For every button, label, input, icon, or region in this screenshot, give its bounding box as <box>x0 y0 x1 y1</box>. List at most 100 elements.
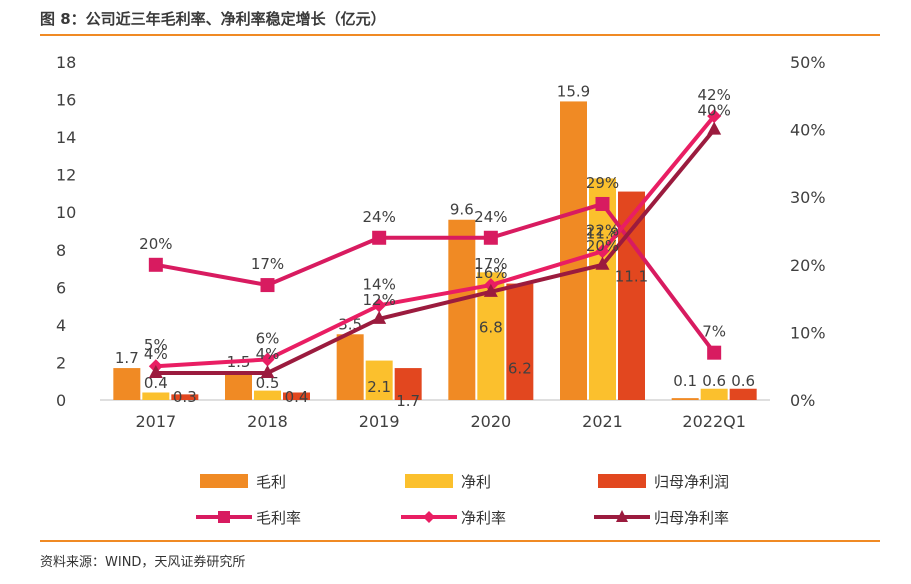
marker-diamond <box>260 352 275 367</box>
rate-label: 4% <box>144 345 168 363</box>
x-tick-label: 2021 <box>582 412 623 431</box>
legend-swatch-净利 <box>405 474 453 488</box>
bar-净利 <box>365 360 393 400</box>
bar-毛利 <box>113 368 141 400</box>
marker-square <box>260 278 275 293</box>
rate-label: 6% <box>256 329 280 347</box>
bar-归母净利润 <box>618 191 645 400</box>
bar-label: 0.6 <box>702 372 726 390</box>
marker-diamond <box>707 109 722 124</box>
bar-label: 2.1 <box>367 378 391 396</box>
bar-label: 15.9 <box>557 82 590 100</box>
y-tick-label: 6 <box>56 278 66 297</box>
line-归母净利率 <box>155 128 716 375</box>
rate-label: 24% <box>474 208 507 226</box>
bar-归母净利润 <box>729 388 757 400</box>
legend-swatch-归母净利润 <box>598 474 646 488</box>
top-divider <box>40 34 880 36</box>
y2-tick-label: 30% <box>790 188 826 207</box>
bar-毛利 <box>225 371 252 400</box>
marker-triangle <box>372 310 387 324</box>
marker-square <box>148 257 163 272</box>
rate-label: 20% <box>139 235 172 253</box>
legend-swatch-毛利 <box>200 474 248 488</box>
bar-label: 0.1 <box>673 372 697 390</box>
bar-label: 0.6 <box>731 372 755 390</box>
rate-label: 24% <box>362 208 395 226</box>
bar-净利 <box>589 178 616 400</box>
y-tick-label: 12 <box>56 166 76 185</box>
bar-label: 0.4 <box>285 388 309 406</box>
rate-label: 29% <box>586 174 619 192</box>
y-tick-label: 0 <box>56 391 66 410</box>
bar-归母净利润 <box>171 394 199 400</box>
marker-square <box>707 345 722 360</box>
source-note: 资料来源：WIND，天风证券研究所 <box>40 555 246 570</box>
bar-归母净利润 <box>506 283 534 400</box>
legend-label: 毛利率 <box>256 509 301 527</box>
bar-净利 <box>254 390 281 400</box>
bar-净利 <box>142 392 170 400</box>
legend-marker-triangle <box>616 510 628 522</box>
bar-label: 11.8 <box>586 224 619 242</box>
bar-毛利 <box>448 219 476 400</box>
chart-title: 图 8：公司近三年毛利率、净利率稳定增长（亿元） <box>40 10 386 28</box>
legend-label: 净利 <box>461 473 491 491</box>
bar-label: 6.8 <box>479 318 503 336</box>
y-tick-label: 14 <box>56 128 76 147</box>
bar-label: 0.5 <box>256 374 280 392</box>
legend-label: 归母净利润 <box>654 473 729 491</box>
marker-square <box>483 230 498 245</box>
marker-triangle <box>707 121 722 135</box>
y-tick-label: 8 <box>56 241 66 260</box>
marker-diamond <box>595 244 610 259</box>
legend-label: 净利率 <box>461 509 506 527</box>
bar-归母净利润 <box>394 368 422 400</box>
y2-tick-label: 40% <box>790 121 826 140</box>
y-tick-label: 4 <box>56 316 66 335</box>
bar-净利 <box>700 388 728 400</box>
bar-label: 0.4 <box>144 374 168 392</box>
y2-tick-label: 20% <box>790 256 826 275</box>
bar-label: 9.6 <box>450 201 474 219</box>
bar-label: 1.7 <box>396 392 420 410</box>
rate-label: 40% <box>697 102 730 120</box>
y2-tick-label: 50% <box>790 53 826 72</box>
legend-label: 归母净利率 <box>654 509 729 527</box>
legend-marker-diamond <box>423 511 435 523</box>
bar-label: 11.1 <box>615 268 648 286</box>
rate-label: 7% <box>702 323 726 341</box>
x-tick-label: 2022Q1 <box>682 412 746 431</box>
marker-square <box>372 230 387 245</box>
line-净利率 <box>155 114 716 369</box>
bar-毛利 <box>560 101 587 400</box>
marker-triangle <box>148 364 163 378</box>
y2-tick-label: 0% <box>790 391 815 410</box>
bar-label: 6.2 <box>508 360 532 378</box>
combo-chart: 0 2 4 6 8 10 12 14 16 18 0% 10% 20% 30% 40% 50% 2017 2018… <box>56 53 826 527</box>
x-tick-label: 2019 <box>359 412 400 431</box>
rate-label: 4% <box>256 345 280 363</box>
bar-label: 0.3 <box>173 388 197 406</box>
bar-毛利 <box>671 398 699 400</box>
rate-label: 14% <box>362 275 395 293</box>
y-tick-label: 10 <box>56 203 76 222</box>
bar-label: 1.7 <box>115 349 139 367</box>
marker-triangle <box>595 256 610 270</box>
rate-label: 5% <box>144 336 168 354</box>
y2-tick-label: 10% <box>790 323 826 342</box>
marker-triangle <box>483 283 498 297</box>
rate-label: 12% <box>362 291 395 309</box>
rate-label: 22% <box>586 221 619 239</box>
bottom-divider <box>40 540 880 542</box>
y-tick-label: 18 <box>56 53 76 72</box>
rate-label: 17% <box>474 255 507 273</box>
rate-label: 17% <box>251 255 284 273</box>
x-tick-label: 2020 <box>470 412 511 431</box>
x-tick-label: 2018 <box>247 412 288 431</box>
bar-归母净利润 <box>283 392 310 400</box>
marker-triangle <box>260 364 275 378</box>
legend-label: 毛利 <box>256 473 286 491</box>
x-tick-label: 2017 <box>135 412 176 431</box>
y-tick-label: 16 <box>56 91 76 110</box>
